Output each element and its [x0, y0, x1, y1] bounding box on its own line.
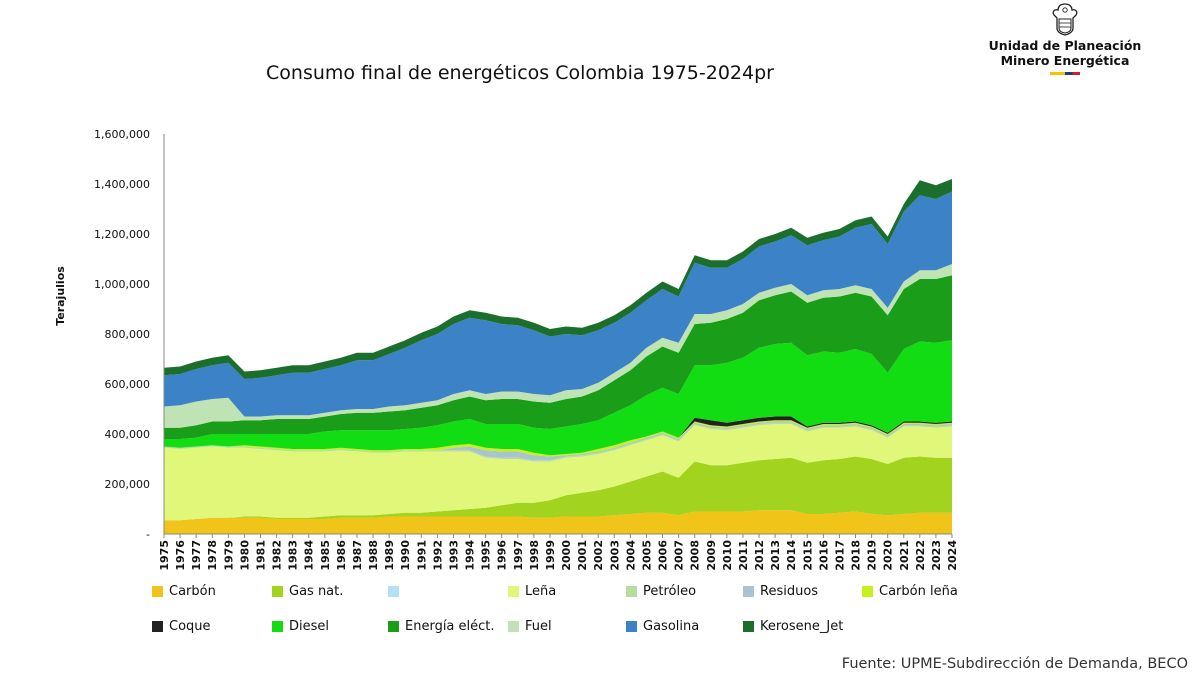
x-tick-label: 2009: [705, 540, 718, 571]
y-tick-label: 600,000: [105, 378, 151, 391]
x-tick-label: 1996: [496, 540, 509, 571]
y-tick-label: 1,400,000: [94, 178, 150, 191]
x-tick-label: 2012: [753, 540, 766, 571]
x-tick-label: 2014: [785, 540, 798, 571]
area-carbon: [164, 510, 952, 534]
x-tick-label: 2024: [946, 540, 959, 571]
x-tick-label: 2022: [914, 540, 927, 571]
x-tick-label: 2017: [833, 540, 846, 571]
x-tick-label: 1997: [512, 540, 525, 571]
x-tick-label: 1983: [287, 540, 300, 571]
x-tick-label: 2016: [817, 540, 830, 571]
x-tick-label: 1982: [271, 540, 284, 571]
x-tick-label: 1990: [399, 540, 412, 571]
x-tick-label: 2004: [624, 540, 637, 571]
logo-line-1: Unidad de Planeación: [988, 38, 1142, 53]
x-tick-label: 1987: [351, 540, 364, 571]
x-tick-label: 2010: [721, 540, 734, 571]
area-gasolina: [164, 191, 952, 417]
x-tick-label: 2021: [898, 540, 911, 571]
area-diesel: [164, 340, 952, 456]
x-tick-label: 2008: [689, 540, 702, 571]
area-lena: [164, 424, 952, 521]
y-tick-label: 1,200,000: [94, 228, 150, 241]
x-tick-label: 1989: [383, 540, 396, 571]
x-tick-label: 1981: [255, 540, 268, 571]
x-tick-label: 2020: [882, 540, 895, 571]
x-tick-label: 1993: [448, 540, 461, 571]
x-tick-label: 2023: [930, 540, 943, 571]
x-tick-label: 1994: [464, 540, 477, 571]
y-axis-label: Terajulios: [54, 266, 67, 326]
x-tick-label: 2001: [576, 540, 589, 571]
coat-of-arms-icon: [1052, 3, 1078, 36]
x-tick-label: 2015: [801, 540, 814, 571]
x-tick-label: 1978: [206, 540, 219, 571]
x-tick-label: 1979: [222, 540, 235, 571]
y-tick-label: -: [146, 528, 150, 541]
y-tick-label: 1,000,000: [94, 278, 150, 291]
upme-logo: Unidad de Planeación Minero Energética: [985, 2, 1145, 84]
x-tick-label: 2018: [850, 540, 863, 571]
x-tick-label: 1980: [238, 540, 251, 571]
x-tick-label: 2013: [769, 540, 782, 571]
x-tick-label: 1986: [335, 540, 348, 571]
x-tick-label: 1988: [367, 540, 380, 571]
flag-stripe-icon: [1050, 72, 1080, 75]
y-tick-label: 200,000: [105, 478, 151, 491]
y-tick-label: 800,000: [105, 328, 151, 341]
x-tick-label: 1975: [158, 540, 171, 571]
x-tick-label: 1984: [303, 540, 316, 571]
x-tick-label: 1976: [174, 540, 187, 571]
x-tick-label: 1995: [480, 540, 493, 571]
x-tick-label: 1985: [319, 540, 332, 571]
x-tick-label: 2003: [608, 540, 621, 571]
x-tick-label: 2002: [592, 540, 605, 571]
x-tick-label: 2006: [657, 540, 670, 571]
x-tick-label: 1999: [544, 540, 557, 571]
x-tick-label: 1991: [415, 540, 428, 571]
x-tick-label: 1998: [528, 540, 541, 571]
axes-layer: - 200,000 400,000 600,000 800,000 1,000,000 1,…: [94, 128, 959, 571]
logo-line-2: Minero Energética: [1000, 53, 1130, 68]
y-tick-label: 1,600,000: [94, 128, 150, 141]
source-note: Fuente: UPME-Subdirección de Demanda, BE…: [841, 656, 1188, 672]
area-gas-nat: [164, 456, 952, 521]
area-energia-elect: [164, 275, 952, 439]
chart-title: Consumo final de energéticos Colombia 19…: [266, 62, 774, 84]
area-fuel: [164, 264, 952, 428]
y-tick-label: 400,000: [105, 428, 151, 441]
areas-layer: [164, 179, 952, 534]
x-tick-label: 2011: [737, 540, 750, 571]
x-tick-label: 1992: [431, 540, 444, 571]
x-tick-label: 2007: [673, 540, 686, 571]
x-tick-label: 2005: [640, 540, 653, 571]
x-tick-label: 2019: [866, 540, 879, 571]
x-tick-label: 2000: [560, 540, 573, 571]
x-tick-label: 1977: [190, 540, 203, 571]
